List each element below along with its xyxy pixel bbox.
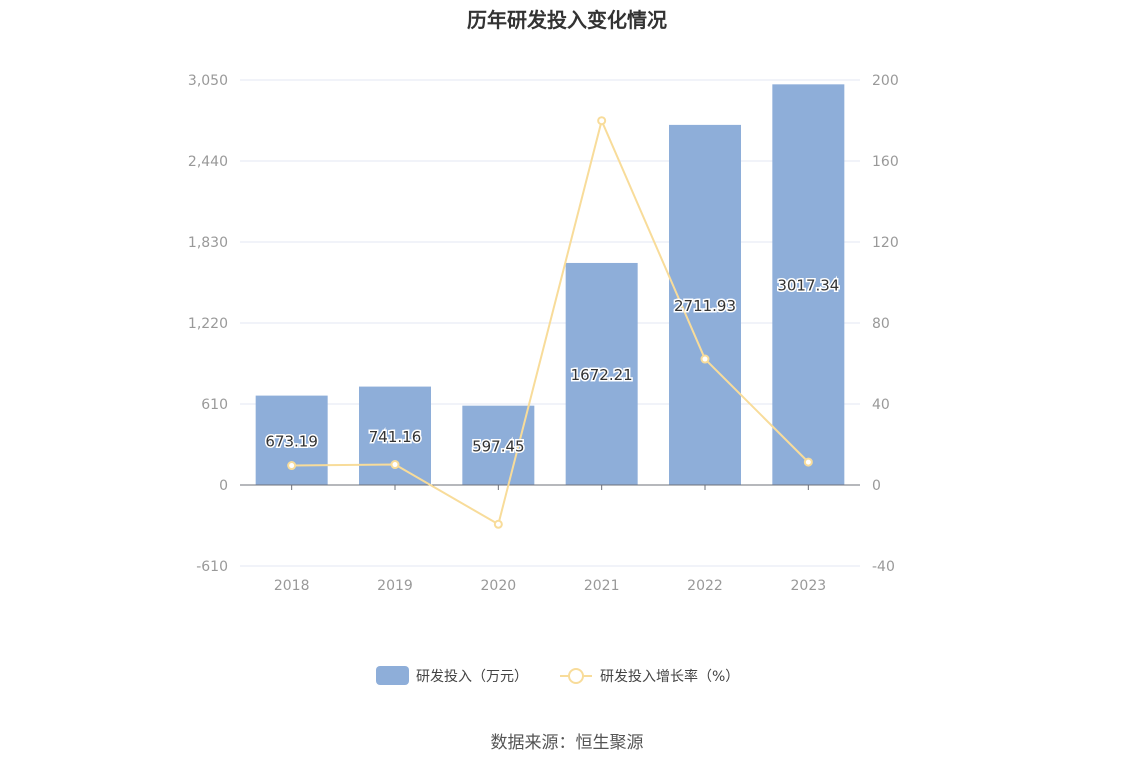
x-tick-label: 2023 [791, 578, 827, 594]
legend-item-line[interactable]: 研发投入增长率（%） [560, 668, 739, 685]
bar-value-label: 597.45 [472, 437, 525, 455]
y-right-tick-label: -40 [872, 559, 895, 575]
bar-data-labels: 673.19 741.16 597.45 1672.21 2711.93 3017.34 [264, 275, 841, 457]
bar [462, 405, 535, 485]
bar [772, 84, 845, 485]
legend-item-bar[interactable]: 研发投入（万元） [376, 666, 528, 685]
chart-title: 历年研发投入变化情况 [467, 8, 667, 32]
y-right-tick-label: 80 [872, 316, 890, 332]
left-axis: 3,050 2,440 1,830 1,220 610 0 -610 [188, 73, 228, 575]
y-left-tick-label: 2,440 [188, 154, 228, 170]
x-tick-label: 2021 [584, 578, 620, 594]
line-point [287, 461, 297, 471]
bar-value-label: 3017.34 [777, 277, 839, 295]
y-left-tick-label: 0 [219, 478, 228, 494]
y-left-tick-label: -610 [196, 559, 228, 575]
bar-series [255, 84, 845, 485]
y-right-tick-label: 40 [872, 397, 890, 413]
y-right-tick-label: 160 [872, 154, 899, 170]
x-tick-label: 2019 [377, 578, 413, 594]
line-point [390, 460, 400, 470]
legend-bar-label: 研发投入（万元） [416, 669, 528, 685]
y-left-tick-label: 3,050 [188, 73, 228, 89]
line-point [803, 457, 813, 467]
legend-bar-swatch [376, 666, 409, 685]
legend-line-label: 研发投入增长率（%） [600, 668, 739, 685]
x-tick-label: 2022 [687, 578, 723, 594]
bar-value-label: 741.16 [369, 428, 422, 446]
bar [255, 395, 328, 485]
line-series [287, 116, 813, 529]
y-right-tick-label: 0 [872, 478, 881, 494]
line-point [597, 116, 607, 126]
growth-line [291, 117, 810, 526]
x-axis: 2018 2019 2020 2021 2022 2023 [240, 484, 860, 594]
legend: 研发投入（万元） 研发投入增长率（%） [376, 666, 739, 685]
data-source: 数据来源：恒生聚源 [490, 733, 644, 753]
right-axis: 200 160 120 80 40 0 -40 [872, 73, 899, 575]
y-right-tick-label: 120 [872, 235, 899, 251]
x-tick-label: 2018 [274, 578, 310, 594]
x-tick-label: 2020 [481, 578, 517, 594]
y-left-tick-label: 1,830 [188, 235, 228, 251]
bar [565, 262, 638, 485]
line-point [700, 354, 710, 364]
legend-line-marker [568, 668, 584, 684]
y-right-tick-label: 200 [872, 73, 899, 89]
bar-value-label: 1672.21 [571, 366, 633, 384]
bar-value-label: 673.19 [265, 432, 318, 450]
y-left-tick-label: 610 [201, 397, 228, 413]
chart-canvas: 3,050 2,440 1,830 1,220 610 0 -610 200 160 120 80… [188, 73, 899, 685]
line-point [493, 519, 503, 529]
bar-value-label: 2711.93 [674, 297, 736, 315]
y-left-tick-label: 1,220 [188, 316, 228, 332]
